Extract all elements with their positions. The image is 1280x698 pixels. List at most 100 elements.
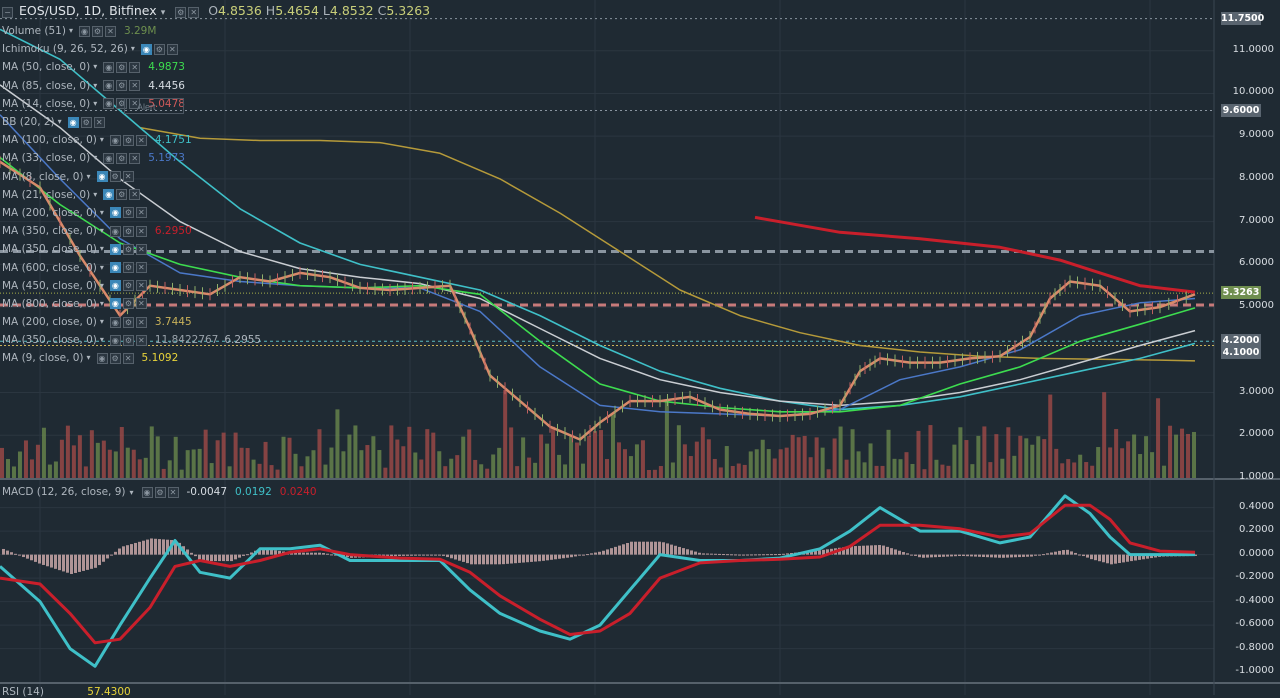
chevron-down-icon[interactable]: ▾ <box>99 298 104 308</box>
eye-icon[interactable]: ◉ <box>96 352 108 364</box>
chevron-down-icon[interactable]: ▾ <box>93 189 98 199</box>
eye-icon[interactable]: ◉ <box>140 43 152 55</box>
close-icon[interactable]: ✕ <box>122 171 134 183</box>
indicator-row[interactable]: MA (200, close, 0) ▾ ◉ ⚙ ✕ 3.7445 <box>2 313 430 331</box>
settings-icon[interactable]: ⚙ <box>122 280 134 292</box>
settings-icon[interactable]: ⚙ <box>109 352 121 364</box>
close-icon[interactable]: ✕ <box>135 134 147 146</box>
indicator-row[interactable]: MA (800, close, 0) ▾ ◉ ⚙ ✕ <box>2 295 430 313</box>
indicator-row[interactable]: MA (85, close, 0) ▾ ◉ ⚙ ✕ 4.4456 <box>2 77 430 95</box>
eye-icon[interactable]: ◉ <box>109 280 121 292</box>
chevron-down-icon[interactable]: ▾ <box>93 80 98 90</box>
chevron-down-icon[interactable]: ▾ <box>57 117 62 127</box>
settings-icon[interactable]: ⚙ <box>116 152 128 164</box>
indicator-row[interactable]: MA (350, close, 0) ▾ ◉ ⚙ ✕ <box>2 240 430 258</box>
indicator-row[interactable]: BB (20, 2) ▾ ◉ ⚙ ✕ <box>2 113 430 131</box>
eye-icon[interactable]: ◉ <box>67 116 79 128</box>
chevron-down-icon[interactable]: ▾ <box>99 207 104 217</box>
chevron-down-icon[interactable]: ▾ <box>99 244 104 254</box>
indicator-row[interactable]: MA (350, close, 0) ▾ ◉ ⚙ ✕ 6.2950 <box>2 222 430 240</box>
eye-icon[interactable]: ◉ <box>109 207 121 219</box>
alert-button[interactable]: Alert <box>124 98 184 114</box>
eye-icon[interactable]: ◉ <box>141 486 153 498</box>
chevron-down-icon[interactable]: ▾ <box>93 62 98 72</box>
close-icon[interactable]: ✕ <box>135 280 147 292</box>
close-icon[interactable]: ✕ <box>129 61 141 73</box>
chevron-down-icon[interactable]: ▾ <box>93 153 98 163</box>
chevron-down-icon[interactable]: ▾ <box>86 353 91 363</box>
close-icon[interactable]: ✕ <box>135 316 147 328</box>
chevron-down-icon[interactable]: ▾ <box>68 26 73 36</box>
indicator-row[interactable]: MA (600, close, 0) ▾ ◉ ⚙ ✕ <box>2 258 430 276</box>
eye-icon[interactable]: ◉ <box>103 152 115 164</box>
settings-icon[interactable]: ⚙ <box>153 43 165 55</box>
settings-icon[interactable]: ⚙ <box>122 316 134 328</box>
indicator-row[interactable]: MA (14, close, 0) ▾ ◉ ⚙ ✕ 5.0478 <box>2 95 430 113</box>
chevron-down-icon[interactable]: ▾ <box>99 226 104 236</box>
indicator-row[interactable]: MA (8, close, 0) ▾ ◉ ⚙ ✕ <box>2 168 430 186</box>
close-icon[interactable]: ✕ <box>122 352 134 364</box>
settings-icon[interactable]: ⚙ <box>122 134 134 146</box>
close-icon[interactable]: ✕ <box>135 243 147 255</box>
close-icon[interactable]: ✕ <box>135 207 147 219</box>
indicator-row[interactable]: MA (33, close, 0) ▾ ◉ ⚙ ✕ 5.1973 <box>2 149 430 167</box>
eye-icon[interactable]: ◉ <box>109 334 121 346</box>
indicator-row[interactable]: Ichimoku (9, 26, 52, 26) ▾ ◉ ⚙ ✕ <box>2 40 430 58</box>
close-icon[interactable]: ✕ <box>166 43 178 55</box>
close-icon[interactable]: ✕ <box>188 7 200 18</box>
indicator-row[interactable]: MA (200, close, 0) ▾ ◉ ⚙ ✕ <box>2 204 430 222</box>
settings-icon[interactable]: ⚙ <box>122 298 134 310</box>
eye-icon[interactable]: ◉ <box>103 80 115 92</box>
close-icon[interactable]: ✕ <box>93 116 105 128</box>
settings-icon[interactable]: ⚙ <box>109 171 121 183</box>
settings-icon[interactable]: ⚙ <box>116 80 128 92</box>
settings-icon[interactable]: ⚙ <box>122 207 134 219</box>
indicator-row[interactable]: MA (450, close, 0) ▾ ◉ ⚙ ✕ <box>2 277 430 295</box>
indicator-row[interactable]: Volume (51) ▾ ◉ ⚙ ✕ 3.29M <box>2 22 430 40</box>
close-icon[interactable]: ✕ <box>135 262 147 274</box>
chevron-down-icon[interactable]: ▾ <box>160 8 166 18</box>
eye-icon[interactable]: ◉ <box>109 262 121 274</box>
eye-icon[interactable]: ◉ <box>96 171 108 183</box>
settings-icon[interactable]: ⚙ <box>116 98 128 110</box>
close-icon[interactable]: ✕ <box>167 486 179 498</box>
chevron-down-icon[interactable]: ▾ <box>130 44 135 54</box>
close-icon[interactable]: ✕ <box>135 298 147 310</box>
indicator-row[interactable]: MA (21, close, 0) ▾ ◉ ⚙ ✕ <box>2 186 430 204</box>
settings-icon[interactable]: ⚙ <box>175 7 187 18</box>
chevron-down-icon[interactable]: ▾ <box>99 335 104 345</box>
settings-icon[interactable]: ⚙ <box>116 61 128 73</box>
eye-icon[interactable]: ◉ <box>109 225 121 237</box>
settings-icon[interactable]: ⚙ <box>91 25 103 37</box>
indicator-row[interactable]: MA (100, close, 0) ▾ ◉ ⚙ ✕ 4.1751 <box>2 131 430 149</box>
settings-icon[interactable]: ⚙ <box>116 189 128 201</box>
eye-icon[interactable]: ◉ <box>109 243 121 255</box>
chevron-down-icon[interactable]: ▾ <box>99 262 104 272</box>
settings-icon[interactable]: ⚙ <box>122 243 134 255</box>
eye-icon[interactable]: ◉ <box>109 134 121 146</box>
indicator-row[interactable]: MA (350, close, 0) ▾ ◉ ⚙ ✕ 11.8422767 6.2955 <box>2 331 430 349</box>
eye-icon[interactable]: ◉ <box>103 61 115 73</box>
chevron-down-icon[interactable]: ▾ <box>99 280 104 290</box>
chevron-down-icon[interactable]: ▾ <box>129 487 134 497</box>
indicator-row[interactable]: MA (9, close, 0) ▾ ◉ ⚙ ✕ 5.1092 <box>2 349 430 367</box>
eye-icon[interactable]: ◉ <box>103 189 115 201</box>
settings-icon[interactable]: ⚙ <box>80 116 92 128</box>
settings-icon[interactable]: ⚙ <box>122 334 134 346</box>
settings-icon[interactable]: ⚙ <box>154 486 166 498</box>
close-icon[interactable]: ✕ <box>129 189 141 201</box>
close-icon[interactable]: ✕ <box>129 80 141 92</box>
eye-icon[interactable]: ◉ <box>78 25 90 37</box>
close-icon[interactable]: ✕ <box>104 25 116 37</box>
settings-icon[interactable]: ⚙ <box>122 225 134 237</box>
eye-icon[interactable]: ◉ <box>109 316 121 328</box>
collapse-icon[interactable]: − <box>2 7 13 18</box>
close-icon[interactable]: ✕ <box>135 334 147 346</box>
chevron-down-icon[interactable]: ▾ <box>99 135 104 145</box>
close-icon[interactable]: ✕ <box>129 152 141 164</box>
chevron-down-icon[interactable]: ▾ <box>93 98 98 108</box>
settings-icon[interactable]: ⚙ <box>122 262 134 274</box>
indicator-row[interactable]: MA (50, close, 0) ▾ ◉ ⚙ ✕ 4.9873 <box>2 58 430 76</box>
chevron-down-icon[interactable]: ▾ <box>86 171 91 181</box>
